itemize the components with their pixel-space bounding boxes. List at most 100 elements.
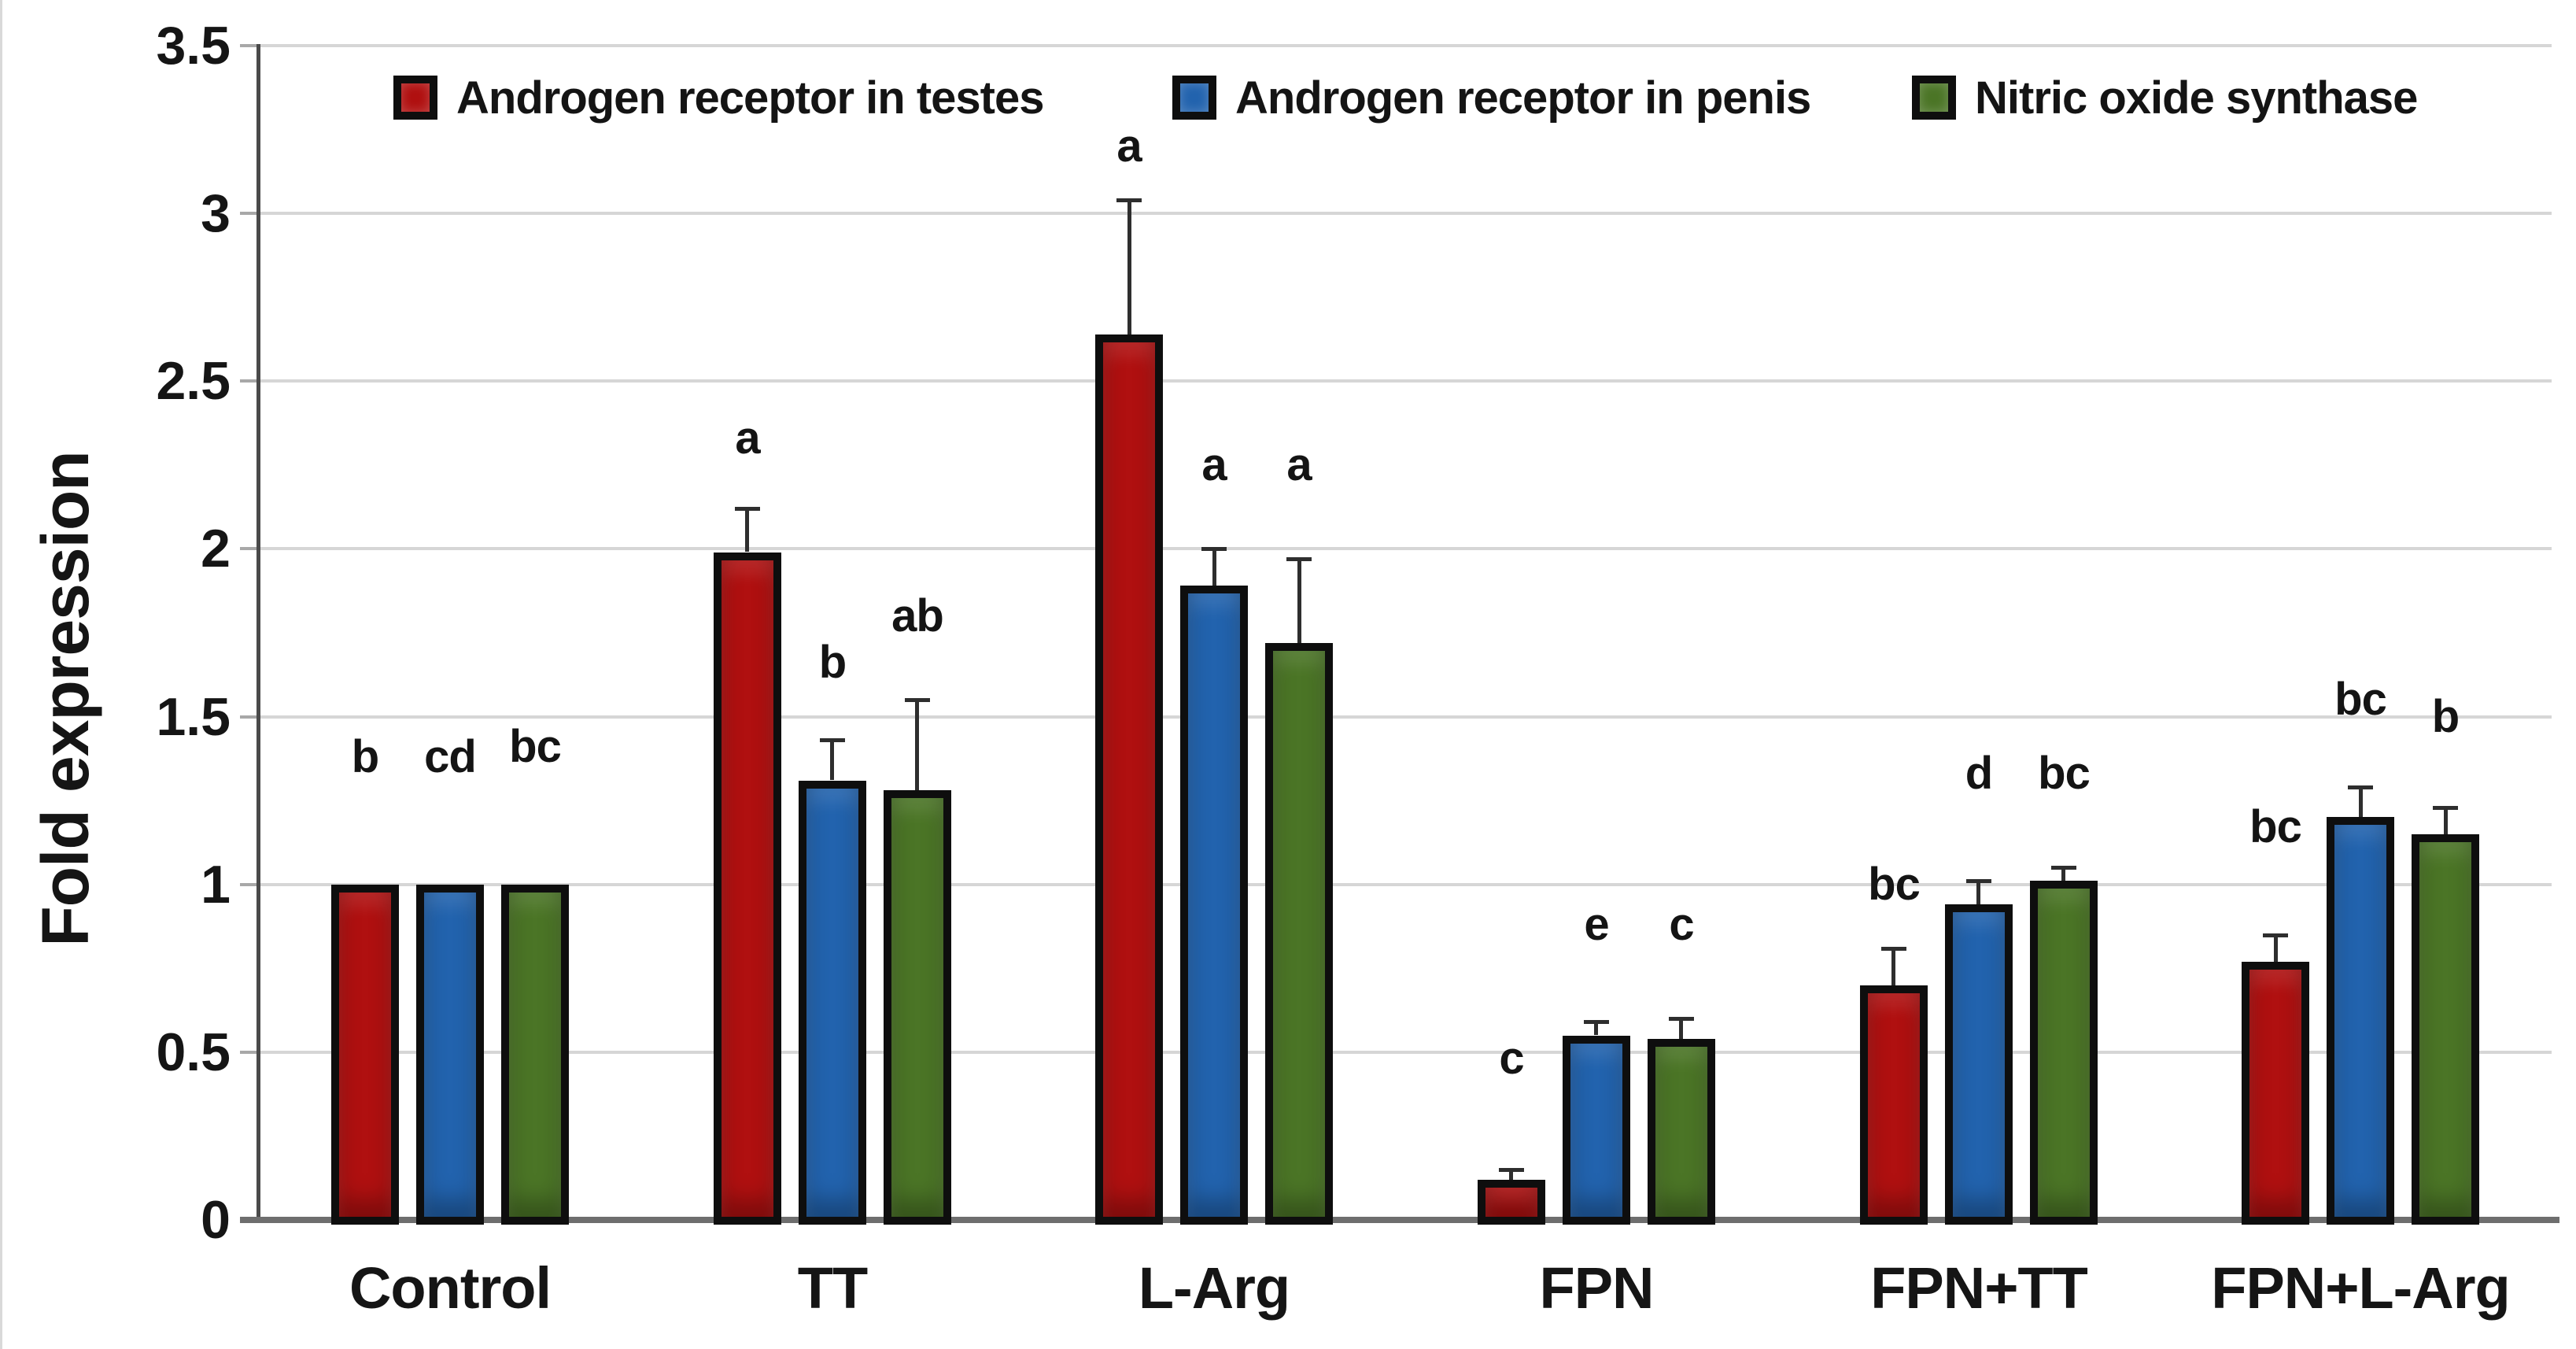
y-tick-mark bbox=[240, 547, 259, 550]
y-tick-label: 1.5 bbox=[156, 687, 231, 747]
y-tick-label: 3 bbox=[201, 183, 231, 243]
sig-letter: b bbox=[818, 637, 847, 688]
y-tick-label: 2.5 bbox=[156, 351, 231, 411]
x-axis-label: FPN+L-Arg bbox=[2211, 1255, 2511, 1321]
y-axis-line bbox=[256, 44, 260, 1223]
gridline bbox=[259, 212, 2552, 215]
sig-letter: cd bbox=[424, 731, 477, 782]
error-bar-cap bbox=[2348, 785, 2373, 789]
legend-label-testes: Androgen receptor in testes bbox=[456, 72, 1044, 124]
bar bbox=[1563, 1036, 1630, 1225]
error-bar-cap bbox=[1584, 1020, 1609, 1024]
error-bar bbox=[1127, 200, 1131, 334]
error-bar bbox=[1891, 948, 1895, 985]
y-tick-label: 0 bbox=[201, 1190, 231, 1250]
bar bbox=[2327, 817, 2394, 1225]
error-bar-cap bbox=[1116, 198, 1142, 202]
error-bar bbox=[1297, 559, 1301, 643]
error-bar bbox=[2061, 867, 2065, 881]
sig-letter: bc bbox=[2249, 801, 2302, 852]
bar bbox=[1180, 586, 1248, 1225]
error-bar bbox=[1509, 1170, 1513, 1180]
sig-letter: ab bbox=[891, 590, 944, 641]
error-bar bbox=[2274, 935, 2278, 962]
sig-letter: a bbox=[1116, 120, 1142, 172]
bar bbox=[2030, 881, 2098, 1225]
error-bar bbox=[1212, 549, 1216, 586]
gridline bbox=[259, 715, 2552, 719]
error-bar bbox=[745, 508, 749, 552]
bar bbox=[799, 781, 866, 1225]
bar bbox=[2412, 834, 2479, 1225]
sig-letter: bc bbox=[509, 721, 562, 772]
error-bar-cap bbox=[1286, 557, 1312, 561]
bar bbox=[1265, 643, 1333, 1225]
bar bbox=[1945, 904, 2013, 1225]
bar bbox=[1860, 985, 1928, 1225]
y-tick-mark bbox=[240, 883, 259, 886]
sig-letter: bc bbox=[2038, 748, 2091, 799]
y-tick-mark bbox=[240, 212, 259, 215]
error-bar-cap bbox=[1201, 547, 1227, 551]
sig-letter: e bbox=[1584, 899, 1609, 950]
legend-item-nos: Nitric oxide synthase bbox=[1912, 66, 2418, 129]
error-bar-cap bbox=[1669, 1017, 1694, 1021]
y-tick-label: 1 bbox=[201, 855, 231, 915]
sig-letter: b bbox=[2431, 691, 2460, 742]
legend-label-penis: Androgen receptor in penis bbox=[1235, 72, 1811, 124]
error-bar bbox=[1594, 1022, 1598, 1035]
error-bar bbox=[2444, 808, 2448, 834]
error-bar bbox=[830, 740, 834, 780]
y-tick-mark bbox=[240, 1051, 259, 1054]
x-axis-label: FPN+TT bbox=[1870, 1255, 2088, 1321]
bar bbox=[1478, 1180, 1545, 1225]
error-bar-cap bbox=[2263, 933, 2288, 937]
legend-item-testes: Androgen receptor in testes bbox=[393, 66, 1044, 129]
bar bbox=[331, 885, 399, 1225]
y-tick-mark bbox=[240, 44, 259, 47]
bar bbox=[416, 885, 484, 1225]
sig-letter: bc bbox=[1868, 859, 1921, 910]
sig-letter: a bbox=[1201, 439, 1227, 490]
gridline bbox=[259, 44, 2552, 47]
y-tick-mark bbox=[240, 715, 259, 719]
x-axis-label: Control bbox=[349, 1255, 552, 1321]
error-bar-cap bbox=[735, 507, 760, 511]
error-bar-cap bbox=[1499, 1168, 1524, 1172]
legend-swatch-blue-icon bbox=[1172, 76, 1216, 120]
chart-legend: Androgen receptor in testes Androgen rec… bbox=[2, 66, 2576, 129]
bar bbox=[714, 553, 781, 1225]
error-bar-cap bbox=[1881, 947, 1906, 951]
legend-swatch-green-icon bbox=[1912, 76, 1956, 120]
legend-swatch-red-icon bbox=[393, 76, 437, 120]
error-bar bbox=[2359, 787, 2363, 817]
x-axis-label: L-Arg bbox=[1138, 1255, 1290, 1321]
bar bbox=[2242, 962, 2309, 1225]
y-tick-mark bbox=[240, 379, 259, 383]
legend-item-penis: Androgen receptor in penis bbox=[1172, 66, 1811, 129]
gridline bbox=[259, 883, 2552, 886]
error-bar-cap bbox=[1966, 879, 1991, 883]
gridline bbox=[259, 379, 2552, 383]
sig-letter: a bbox=[1286, 439, 1312, 490]
sig-letter: a bbox=[735, 412, 760, 464]
sig-letter: b bbox=[351, 731, 379, 782]
error-bar bbox=[1976, 881, 1980, 904]
bar bbox=[501, 885, 569, 1225]
sig-letter: c bbox=[1669, 899, 1694, 950]
error-bar-cap bbox=[905, 698, 930, 702]
error-bar-cap bbox=[820, 738, 845, 742]
y-tick-label: 0.5 bbox=[156, 1022, 231, 1082]
bar bbox=[1648, 1039, 1715, 1225]
x-axis-label: TT bbox=[797, 1255, 868, 1321]
sig-letter: d bbox=[1965, 748, 1993, 799]
bar bbox=[1095, 334, 1163, 1225]
error-bar-cap bbox=[2051, 866, 2076, 870]
legend-label-nos: Nitric oxide synthase bbox=[1975, 72, 2418, 124]
error-bar-cap bbox=[2433, 806, 2458, 810]
y-tick-label: 3.5 bbox=[156, 16, 231, 76]
x-axis-line bbox=[240, 1217, 2559, 1223]
sig-letter: bc bbox=[2334, 674, 2387, 725]
gridline bbox=[259, 1051, 2552, 1054]
